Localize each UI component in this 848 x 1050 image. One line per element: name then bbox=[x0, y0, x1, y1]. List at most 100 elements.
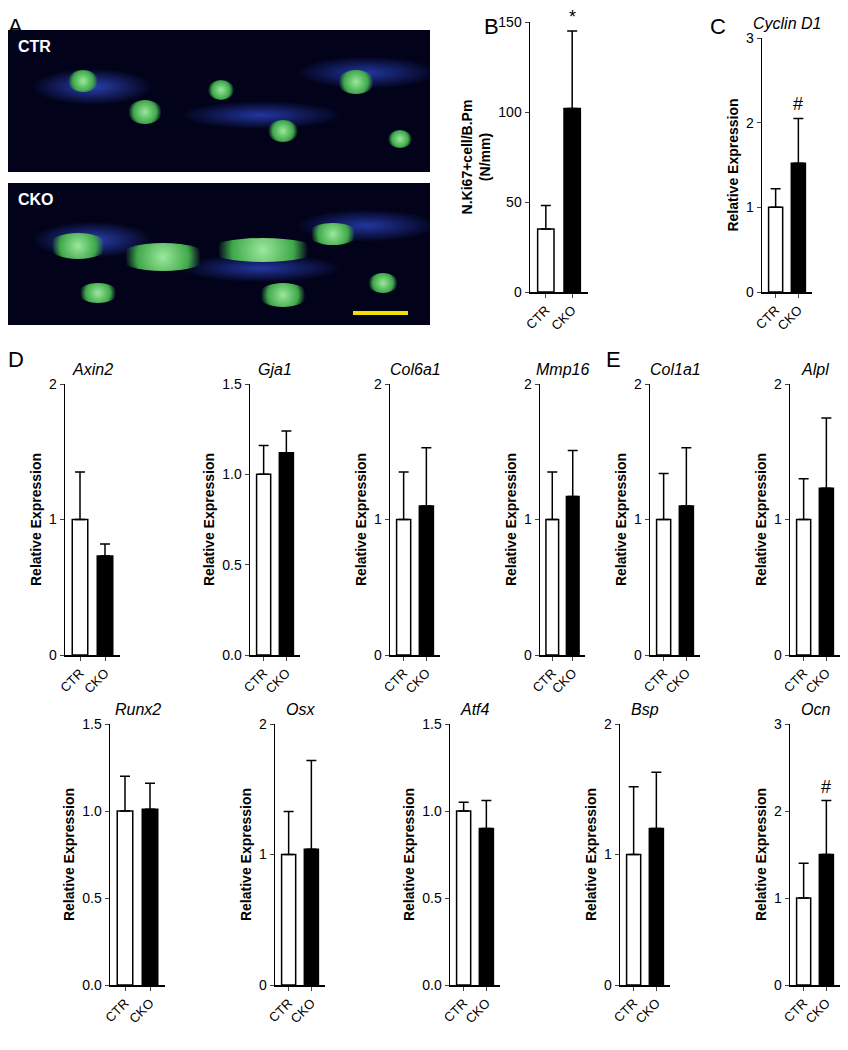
svg-text:Relative Expression: Relative Expression bbox=[401, 788, 417, 921]
svg-text:D: D bbox=[8, 347, 24, 372]
svg-text:2: 2 bbox=[634, 376, 642, 392]
svg-text:0.5: 0.5 bbox=[222, 557, 242, 573]
svg-text:0.0: 0.0 bbox=[222, 647, 242, 663]
svg-text:CKO: CKO bbox=[263, 666, 294, 697]
svg-text:Osx: Osx bbox=[286, 701, 315, 718]
svg-text:CTR: CTR bbox=[241, 666, 270, 695]
svg-text:1.5: 1.5 bbox=[82, 716, 102, 732]
svg-text:Relative Expression: Relative Expression bbox=[725, 98, 741, 231]
svg-text:1.5: 1.5 bbox=[222, 376, 242, 392]
svg-text:1.0: 1.0 bbox=[422, 803, 442, 819]
svg-text:CKO: CKO bbox=[663, 666, 694, 697]
svg-text:1.0: 1.0 bbox=[222, 466, 242, 482]
svg-text:CKO: CKO bbox=[288, 996, 319, 1027]
svg-text:3: 3 bbox=[774, 716, 782, 732]
svg-text:0: 0 bbox=[774, 647, 782, 663]
svg-text:1: 1 bbox=[774, 511, 782, 527]
svg-text:CKO: CKO bbox=[775, 303, 806, 334]
svg-text:CTR: CTR bbox=[57, 666, 86, 695]
svg-text:CKO: CKO bbox=[403, 666, 434, 697]
svg-text:Gja1: Gja1 bbox=[258, 361, 292, 378]
svg-text:CKO: CKO bbox=[548, 303, 579, 334]
svg-text:2: 2 bbox=[746, 115, 754, 131]
svg-text:1: 1 bbox=[524, 511, 532, 527]
svg-text:Relative Expression: Relative Expression bbox=[61, 788, 77, 921]
svg-text:1.5: 1.5 bbox=[422, 716, 442, 732]
svg-text:CTR: CTR bbox=[102, 996, 131, 1025]
svg-text:Atf4: Atf4 bbox=[460, 701, 490, 718]
svg-text:Relative Expression: Relative Expression bbox=[28, 453, 44, 586]
svg-text:0.5: 0.5 bbox=[422, 890, 442, 906]
svg-text:Relative Expression: Relative Expression bbox=[583, 788, 599, 921]
svg-text:1: 1 bbox=[634, 511, 642, 527]
svg-text:0.0: 0.0 bbox=[422, 977, 442, 993]
svg-text:Relative Expression: Relative Expression bbox=[753, 453, 769, 586]
svg-text:2: 2 bbox=[774, 376, 782, 392]
svg-text:1: 1 bbox=[49, 511, 57, 527]
svg-text:0: 0 bbox=[374, 647, 382, 663]
svg-text:CKO: CKO bbox=[81, 666, 112, 697]
svg-text:E: E bbox=[606, 347, 621, 372]
svg-text:2: 2 bbox=[374, 376, 382, 392]
svg-text:0: 0 bbox=[746, 284, 754, 300]
svg-text:B: B bbox=[484, 14, 499, 39]
svg-text:CKO: CKO bbox=[633, 996, 664, 1027]
svg-text:Runx2: Runx2 bbox=[115, 701, 161, 718]
svg-text:Relative Expression: Relative Expression bbox=[753, 788, 769, 921]
svg-text:0: 0 bbox=[49, 647, 57, 663]
svg-text:150: 150 bbox=[498, 14, 522, 30]
svg-text:CTR: CTR bbox=[611, 996, 640, 1025]
svg-text:CKO: CKO bbox=[803, 666, 834, 697]
svg-text:0: 0 bbox=[259, 977, 267, 993]
svg-text:CTR: CTR bbox=[781, 996, 810, 1025]
svg-text:N.Ki67+cell/B.Pm(N/mm): N.Ki67+cell/B.Pm(N/mm) bbox=[459, 100, 493, 215]
svg-text:2: 2 bbox=[524, 376, 532, 392]
svg-text:CKO: CKO bbox=[549, 666, 580, 697]
svg-text:50: 50 bbox=[506, 194, 522, 210]
svg-text:Relative Expression: Relative Expression bbox=[201, 453, 217, 586]
svg-text:0.0: 0.0 bbox=[82, 977, 102, 993]
svg-text:2: 2 bbox=[774, 803, 782, 819]
svg-text:0: 0 bbox=[514, 284, 522, 300]
svg-text:1: 1 bbox=[774, 890, 782, 906]
svg-text:CTR: CTR bbox=[381, 666, 410, 695]
svg-text:CTR: CTR bbox=[266, 996, 295, 1025]
svg-text:Bsp: Bsp bbox=[631, 701, 659, 718]
svg-text:Cyclin D1: Cyclin D1 bbox=[753, 15, 821, 32]
svg-text:CTR: CTR bbox=[441, 996, 470, 1025]
svg-text:1: 1 bbox=[604, 846, 612, 862]
svg-text:CTR: CTR bbox=[781, 666, 810, 695]
svg-text:CKO: CKO bbox=[126, 996, 157, 1027]
svg-text:1: 1 bbox=[374, 511, 382, 527]
svg-text:0: 0 bbox=[604, 977, 612, 993]
svg-text:100: 100 bbox=[498, 104, 522, 120]
svg-text:0: 0 bbox=[634, 647, 642, 663]
svg-text:CTR: CTR bbox=[523, 303, 552, 332]
svg-text:Alpl: Alpl bbox=[801, 361, 829, 378]
svg-text:0: 0 bbox=[774, 977, 782, 993]
svg-text:0.5: 0.5 bbox=[82, 890, 102, 906]
svg-text:2: 2 bbox=[604, 716, 612, 732]
svg-text:Col1a1: Col1a1 bbox=[650, 361, 701, 378]
svg-text:Col6a1: Col6a1 bbox=[390, 361, 441, 378]
svg-text:CTR: CTR bbox=[529, 666, 558, 695]
svg-text:CKO: CKO bbox=[803, 996, 834, 1027]
svg-text:Ocn: Ocn bbox=[801, 701, 830, 718]
svg-text:1.0: 1.0 bbox=[82, 803, 102, 819]
svg-text:#: # bbox=[793, 94, 803, 114]
svg-text:1: 1 bbox=[259, 846, 267, 862]
svg-text:Relative Expression: Relative Expression bbox=[613, 453, 629, 586]
svg-text:2: 2 bbox=[49, 376, 57, 392]
svg-text:*: * bbox=[569, 7, 576, 27]
svg-text:Relative Expression: Relative Expression bbox=[238, 788, 254, 921]
svg-text:Axin2: Axin2 bbox=[72, 361, 113, 378]
svg-text:#: # bbox=[821, 777, 831, 797]
svg-text:3: 3 bbox=[746, 30, 754, 46]
svg-text:1: 1 bbox=[746, 199, 754, 215]
svg-text:Relative Expression: Relative Expression bbox=[503, 453, 519, 586]
svg-text:Relative Expression: Relative Expression bbox=[353, 453, 369, 586]
svg-text:Mmp16: Mmp16 bbox=[536, 361, 589, 378]
svg-text:CKO: CKO bbox=[463, 996, 494, 1027]
svg-text:C: C bbox=[710, 14, 726, 39]
svg-text:0: 0 bbox=[524, 647, 532, 663]
